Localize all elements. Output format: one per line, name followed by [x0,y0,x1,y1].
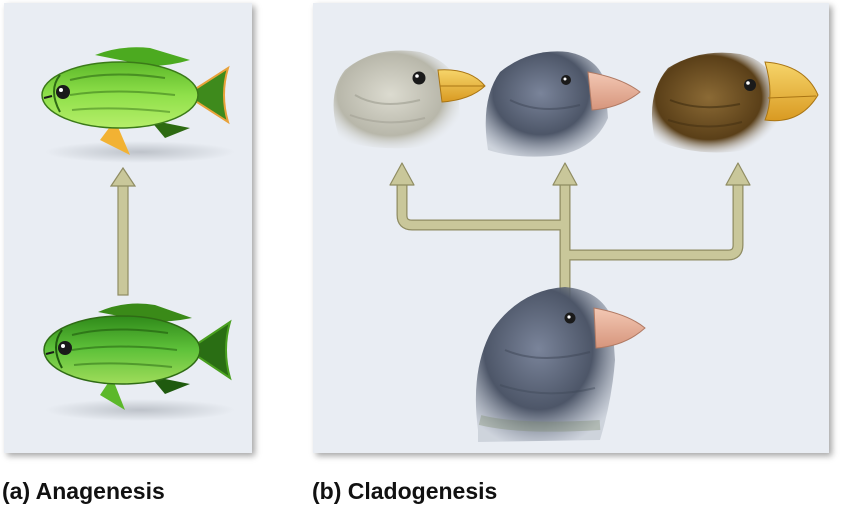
descendant-fish-icon [41,47,230,155]
fish-shadow [45,141,235,163]
branching-arrow-icon [389,162,751,300]
descendant-finch-slate-icon [485,51,641,157]
cladogenesis-caption: (b) Cladogenesis [312,478,498,504]
ancestor-fish-icon [43,303,232,410]
descendant-finch-brown-icon [651,52,819,153]
arrow-up-icon [109,166,137,296]
ancestor-finch-icon [475,287,646,442]
anagenesis-caption: (a) Anagenesis [2,478,165,504]
descendant-finch-gray-icon [333,50,486,149]
fish-shadow [45,399,235,421]
